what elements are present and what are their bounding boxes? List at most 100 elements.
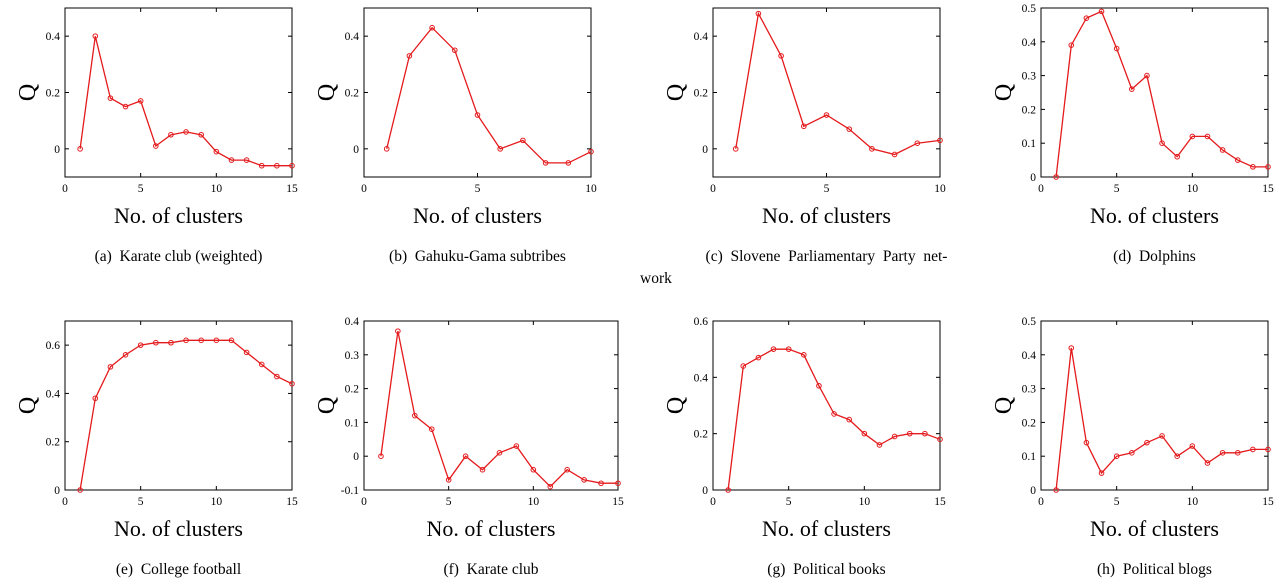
y-tick-label: 0.3 [1022, 384, 1037, 396]
y-tick-label: 0 [54, 485, 60, 497]
y-tick-label: 0.1 [1022, 451, 1037, 463]
data-point [1113, 453, 1120, 460]
y-tick-label: 0.2 [345, 384, 360, 396]
chart-panel-g: 0 5 10 15 0 0.2 0.4 0.6 No. of clusters Q (g) Poli… [663, 316, 946, 578]
data-point [1083, 439, 1090, 446]
data-point [462, 453, 469, 460]
y-tick-label: 0.5 [1022, 316, 1037, 328]
data-point [122, 352, 129, 358]
data-point [474, 112, 481, 118]
y-tick-label: 0.4 [1022, 350, 1037, 362]
data-point [1189, 443, 1196, 449]
x-tick-label: 10 [859, 496, 871, 508]
plot-frame [363, 7, 592, 178]
x-tick-label: 15 [286, 496, 298, 508]
data-point [846, 126, 853, 132]
y-tick-label: 0.2 [694, 429, 709, 441]
data-point [497, 146, 504, 152]
y-tick-label: 0 [353, 451, 359, 463]
x-axis-label: No. of clusters [1090, 516, 1219, 541]
data-point [289, 162, 295, 169]
x-tick-label: 5 [138, 183, 144, 195]
x-axis-label: No. of clusters [762, 516, 891, 541]
data-point [383, 146, 390, 152]
data-point [922, 430, 928, 437]
plot-frame [712, 320, 941, 491]
data-point [1144, 439, 1150, 446]
data-point [565, 160, 572, 166]
y-tick-label: 0.4 [345, 316, 360, 328]
plot-frame [64, 320, 293, 491]
figure-caption: (d) Dolphins [1113, 248, 1196, 265]
data-point [906, 430, 913, 437]
data-point [198, 131, 204, 138]
data-point [378, 453, 384, 460]
data-point [801, 123, 807, 130]
data-point [258, 361, 265, 368]
y-tick-label: 0.4 [46, 388, 61, 400]
data-point [1204, 133, 1211, 140]
y-tick-label: 0.6 [46, 340, 61, 352]
data-point [615, 480, 621, 487]
plot-frame [363, 320, 619, 491]
y-tick-label: 0.1 [345, 417, 360, 429]
data-point [92, 33, 99, 39]
data-point [816, 382, 822, 389]
data-point [1234, 450, 1241, 456]
figure-caption: (f) Karate club [443, 561, 538, 578]
figure-caption: (g) Political books [767, 561, 885, 578]
chart-panel-a: 0 5 10 15 0 0.2 0.4 No. of clusters Q (a) Karate … [15, 7, 298, 265]
chart-panel-f: 0 5 10 15-0.100.10.20.30.4No. of clustersQ(… [314, 316, 624, 578]
data-point [1144, 72, 1150, 79]
series-line [727, 348, 941, 491]
data-point [1219, 147, 1226, 153]
y-tick-label: 0.3 [1022, 71, 1037, 83]
data-point [1159, 140, 1165, 146]
data-point [914, 140, 921, 146]
data-point [1189, 133, 1196, 140]
y-tick-label: 0 [702, 485, 708, 497]
x-tick-label: 10 [211, 496, 223, 508]
data-point [1265, 446, 1271, 453]
data-point [183, 337, 189, 344]
data-point [1174, 153, 1180, 160]
data-point [564, 466, 571, 473]
x-tick-label: 10 [528, 496, 540, 508]
data-point [891, 433, 898, 440]
data-point [937, 436, 943, 443]
data-point [861, 430, 868, 437]
y-tick-label: 0.3 [345, 350, 360, 362]
y-tick-label: 0 [1030, 172, 1036, 184]
x-axis-label: No. of clusters [1090, 203, 1219, 228]
data-point [778, 53, 784, 59]
chart-panel-h: 0 5 10 15 0 0.1 0.2 0.3 0.4 0.5 No. of clusters Q (h… [991, 316, 1274, 578]
series-line [386, 26, 592, 164]
data-point [122, 103, 129, 110]
data-point [412, 412, 418, 419]
y-axis-label: Q [314, 84, 340, 101]
y-tick-label: 0.4 [46, 31, 61, 43]
series-line [1055, 10, 1268, 178]
x-tick-label: 5 [824, 183, 830, 195]
x-tick-label: 0 [62, 183, 68, 195]
series-line [735, 11, 941, 156]
y-tick-label: 0.4 [345, 31, 360, 43]
y-axis-label: Q [15, 397, 41, 414]
y-tick-label: 0.2 [1022, 104, 1037, 116]
data-point [831, 411, 837, 417]
data-point [429, 24, 435, 31]
data-point [891, 151, 898, 158]
data-point [1098, 470, 1105, 476]
data-point [1250, 446, 1256, 453]
data-point [1129, 450, 1135, 456]
chart-panel-c: 0 5 10 0 0.2 0.4 No. of clusters Q (c) Slovene P… [640, 7, 947, 287]
figure-caption-line2: work [640, 270, 672, 287]
data-point [107, 364, 114, 370]
data-point [452, 47, 458, 54]
data-point [428, 426, 435, 432]
plot-frame [712, 7, 941, 178]
data-point [77, 487, 83, 493]
x-tick-label: 5 [475, 183, 481, 195]
data-point [1219, 450, 1226, 456]
data-point [168, 339, 174, 346]
